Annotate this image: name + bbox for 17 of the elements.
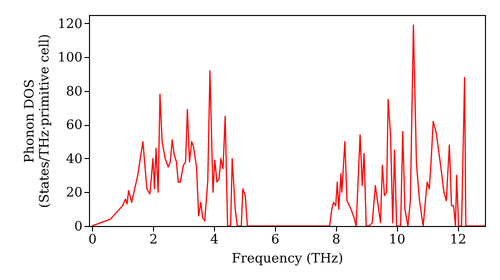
y-tick-label: 40 bbox=[66, 152, 82, 167]
y-tick-label: 60 bbox=[66, 118, 82, 134]
y-tick-label: 100 bbox=[58, 50, 82, 66]
x-tick-label: 6 bbox=[271, 232, 280, 248]
x-tick-label: 8 bbox=[332, 232, 340, 248]
x-axis-title: Frequency (THz) bbox=[232, 252, 344, 266]
x-tick-label: 10 bbox=[388, 232, 406, 248]
x-tick-label: 4 bbox=[210, 232, 219, 248]
line-series bbox=[91, 24, 485, 226]
y-tick-label: 80 bbox=[66, 84, 82, 100]
x-tick-label: 0 bbox=[88, 232, 97, 248]
x-tick-label: 12 bbox=[450, 232, 466, 248]
y-tick-label: 20 bbox=[66, 186, 82, 201]
y-tick-label: 0 bbox=[74, 220, 82, 234]
y-axis-title: Phonon DOS (States/THz·primitive cell) bbox=[22, 34, 53, 208]
y-tick-label: 120 bbox=[58, 16, 82, 32]
x-tick-label: 2 bbox=[149, 232, 158, 248]
